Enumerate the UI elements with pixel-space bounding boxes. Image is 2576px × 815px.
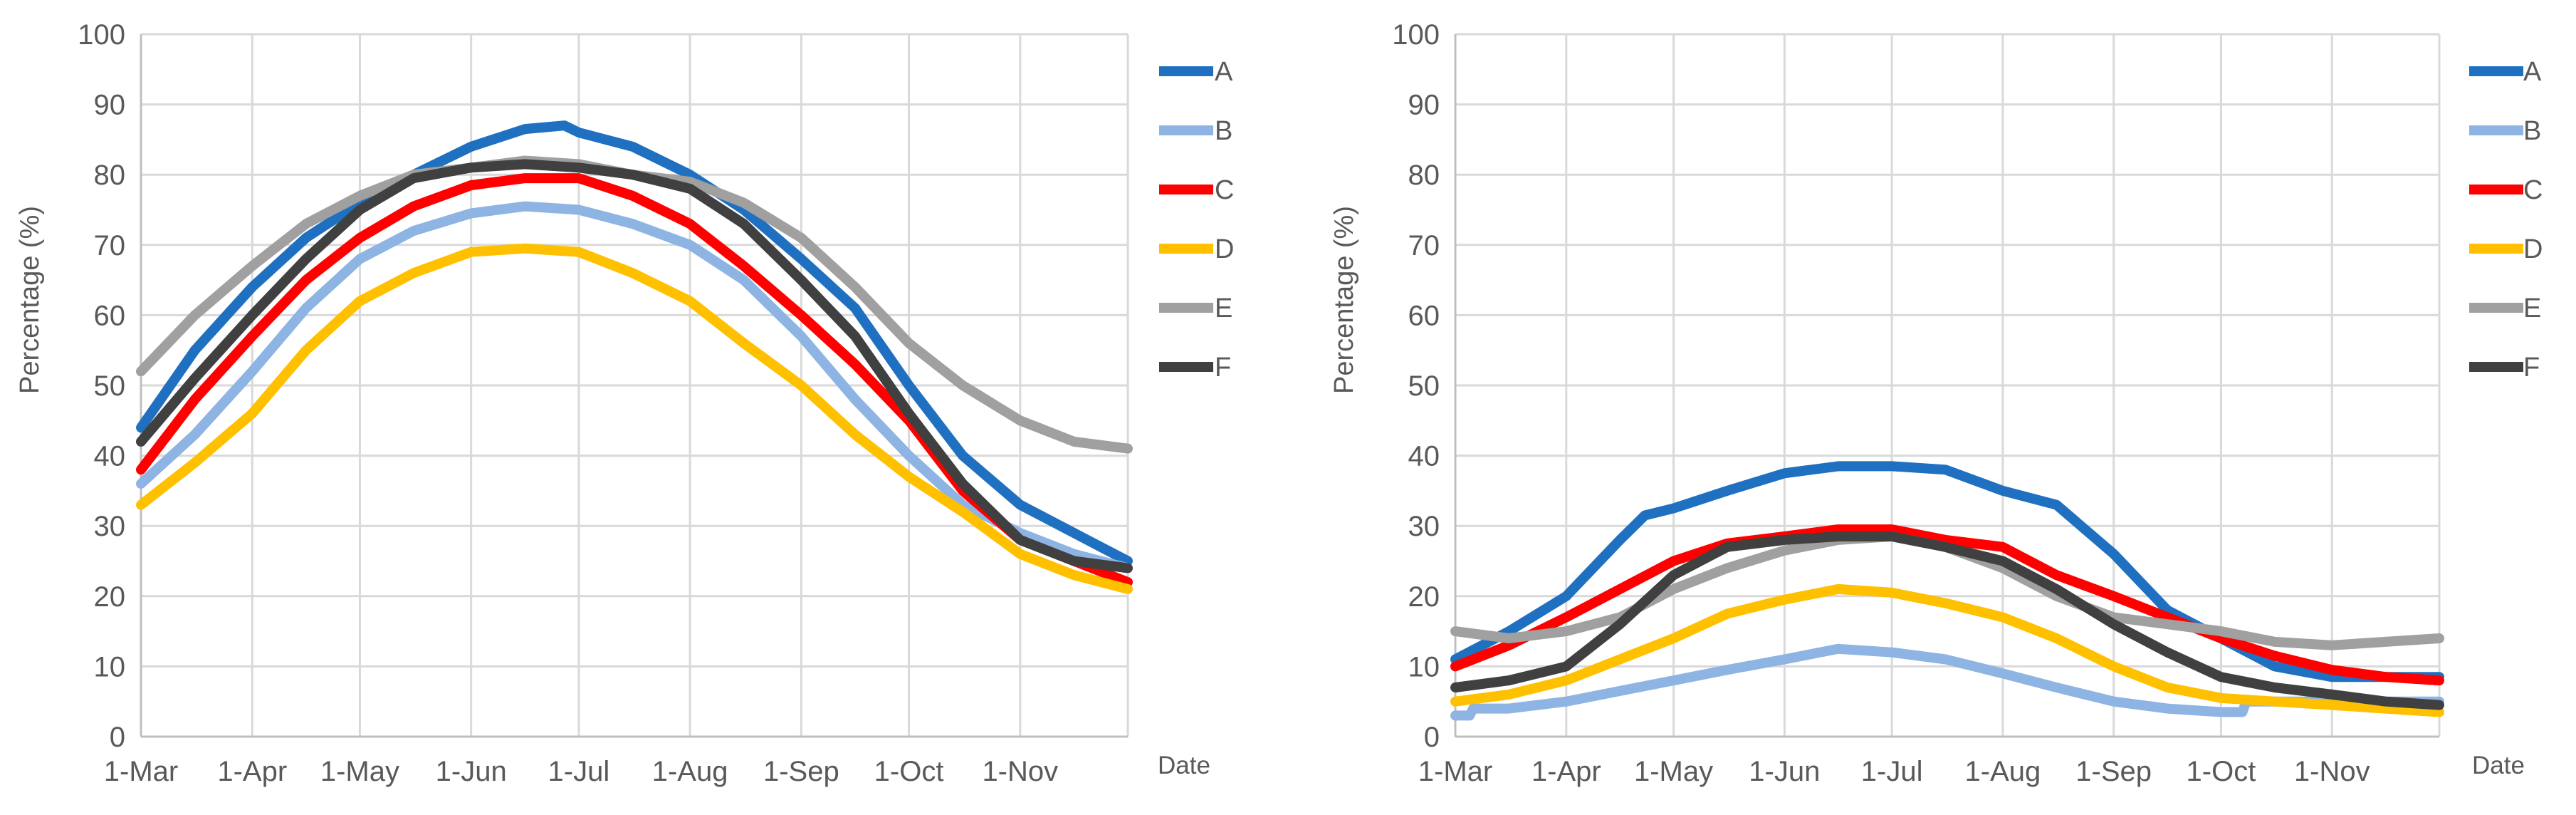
y-tick-label: 30	[1408, 511, 1440, 542]
y-tick-label: 70	[1408, 230, 1440, 261]
series-line-b	[136, 201, 1133, 573]
x-tick-label: 1-Mar	[104, 756, 178, 787]
x-tick-label: 1-May	[320, 756, 399, 787]
legend-label-c: C	[1215, 175, 1234, 205]
series-line-d	[136, 243, 1133, 594]
y-tick-label: 80	[1408, 160, 1440, 191]
series-line-c	[1450, 524, 2444, 686]
x-tick-label: 1-Sep	[763, 756, 839, 787]
y-tick-label: 0	[110, 722, 125, 753]
y-tick-label: 70	[94, 230, 126, 261]
series-line-a	[136, 120, 1133, 566]
y-axis-label: Percentage (%)	[15, 206, 45, 394]
y-tick-label: 10	[1408, 651, 1440, 682]
x-tick-label: 1-Oct	[874, 756, 944, 787]
series-line-f	[1450, 531, 2444, 710]
y-tick-label: 100	[1392, 19, 1440, 51]
y-tick-label: 60	[94, 300, 126, 331]
x-tick-label: 1-Oct	[2187, 756, 2256, 787]
legend-label-b: B	[1215, 116, 1232, 146]
legend-label-f: F	[2523, 353, 2540, 383]
y-tick-label: 80	[94, 160, 126, 191]
x-tick-label: 1-Jul	[1861, 756, 1923, 787]
x-tick-label: 1-Jul	[548, 756, 610, 787]
x-tick-label: 1-Aug	[652, 756, 728, 787]
x-tick-label: 1-Jun	[436, 756, 507, 787]
legend-label-e: E	[1215, 294, 1232, 323]
x-tick-label: 1-Aug	[1965, 756, 2041, 787]
legend-label-a: A	[1215, 57, 1233, 87]
y-tick-label: 90	[1408, 90, 1440, 121]
y-tick-label: 40	[1408, 441, 1440, 472]
x-tick-label: 1-Nov	[982, 756, 1058, 787]
x-axis-label: Date	[1158, 752, 1210, 779]
y-tick-label: 100	[78, 19, 125, 51]
legend-label-d: D	[2523, 234, 2543, 264]
series-line-d	[1450, 583, 2444, 717]
x-tick-label: 1-Nov	[2294, 756, 2370, 787]
y-tick-label: 50	[94, 370, 126, 402]
left-chart: 0 10 20 30 40 50 60 70 80 90 100 1-Mar 1-Apr 1-May 1-J…	[15, 19, 1234, 787]
x-tick-label: 1-Jun	[1749, 756, 1820, 787]
legend-label-e: E	[2523, 294, 2541, 323]
y-tick-label: 0	[1424, 722, 1440, 753]
x-axis-label: Date	[2472, 752, 2525, 779]
legend-label-c: C	[2523, 175, 2543, 205]
y-tick-label: 40	[94, 441, 126, 472]
right-chart: 0 10 20 30 40 50 60 70 80 90 100 1-Mar 1-Apr 1-May 1-J…	[1329, 19, 2543, 787]
y-tick-label: 20	[1408, 581, 1440, 613]
x-tick-label: 1-Sep	[2075, 756, 2152, 787]
series-line-f	[136, 159, 1133, 573]
series-line-a	[1450, 461, 2444, 682]
legend-label-a: A	[2523, 57, 2542, 87]
y-tick-label: 10	[94, 651, 126, 682]
legend-label-b: B	[2523, 116, 2541, 146]
y-axis-label: Percentage (%)	[1329, 206, 1359, 394]
legend-label-f: F	[1215, 353, 1231, 383]
y-tick-label: 90	[94, 90, 126, 121]
x-tick-label: 1-May	[1634, 756, 1713, 787]
y-tick-label: 30	[94, 511, 126, 542]
y-tick-label: 20	[94, 581, 126, 613]
y-tick-label: 60	[1408, 300, 1440, 331]
x-tick-label: 1-Mar	[1418, 756, 1492, 787]
y-tick-label: 50	[1408, 370, 1440, 402]
x-tick-label: 1-Apr	[217, 756, 287, 787]
x-tick-label: 1-Apr	[1532, 756, 1601, 787]
legend-label-d: D	[1215, 234, 1234, 264]
series-line-c	[136, 173, 1133, 588]
